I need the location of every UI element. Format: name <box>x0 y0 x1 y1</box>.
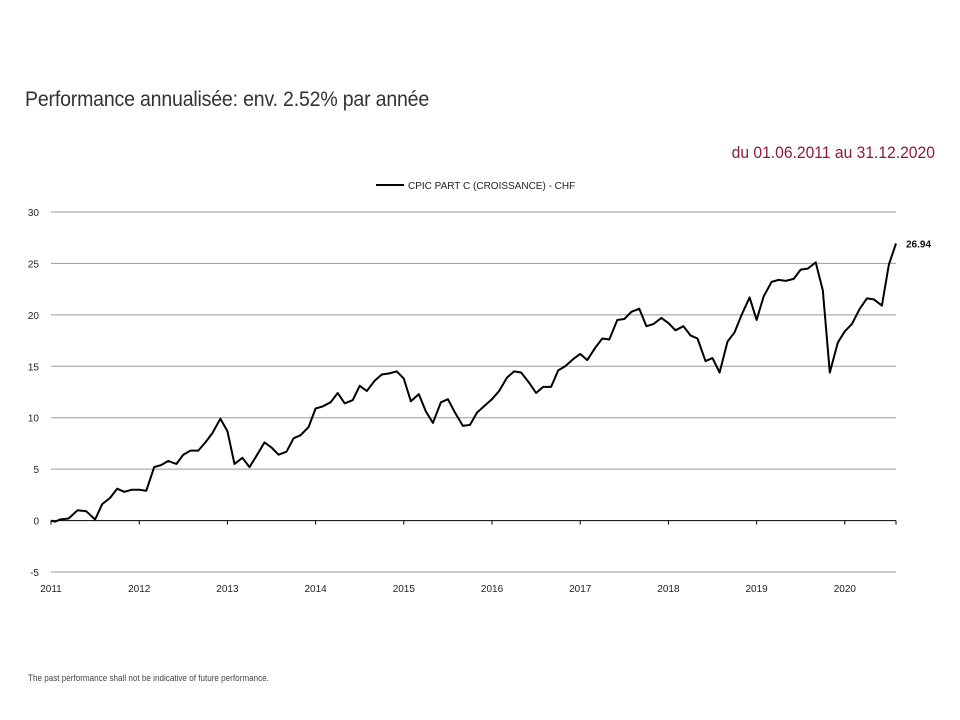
y-tick-label: 15 <box>28 362 40 373</box>
y-axis: -5 0 5 10 15 20 25 30 <box>28 208 40 579</box>
x-tick-label: 2013 <box>216 584 239 595</box>
x-tick-label: 2020 <box>834 584 857 595</box>
y-tick-label: 20 <box>28 311 40 322</box>
x-tick-label: 2015 <box>393 584 416 595</box>
x-tick-label: 2014 <box>304 584 327 595</box>
x-tick-label: 2011 <box>40 584 62 595</box>
x-tick-label: 2016 <box>481 584 504 595</box>
legend: CPIC PART C (CROISSANCE) - CHF <box>376 181 575 192</box>
x-axis: 2011 2012 2013 2014 2015 2016 2017 2018 2019 2020 <box>40 520 897 595</box>
y-tick-label: 10 <box>28 414 40 425</box>
date-range: du 01.06.2011 au 31.12.2020 <box>731 143 935 162</box>
y-tick-label: 5 <box>33 465 39 476</box>
chart-title: Performance annualisée: env. 2.52% par a… <box>25 88 430 111</box>
end-value-label: 26.94 <box>906 239 931 250</box>
y-tick-label: -5 <box>30 568 39 579</box>
series-layer <box>50 243 897 523</box>
x-tick-label: 2018 <box>657 584 680 595</box>
series-line <box>50 243 897 523</box>
y-tick-label: 30 <box>28 208 40 219</box>
y-tick-label: 25 <box>28 259 40 270</box>
x-tick-label: 2017 <box>569 584 592 595</box>
gridlines <box>51 211 896 573</box>
y-tick-label: 0 <box>33 517 39 528</box>
x-tick-label: 2019 <box>746 584 769 595</box>
disclaimer-footnote: The past performance shall not be indica… <box>28 673 269 683</box>
legend-label: CPIC PART C (CROISSANCE) - CHF <box>408 181 575 192</box>
x-tick-label: 2012 <box>128 584 151 595</box>
